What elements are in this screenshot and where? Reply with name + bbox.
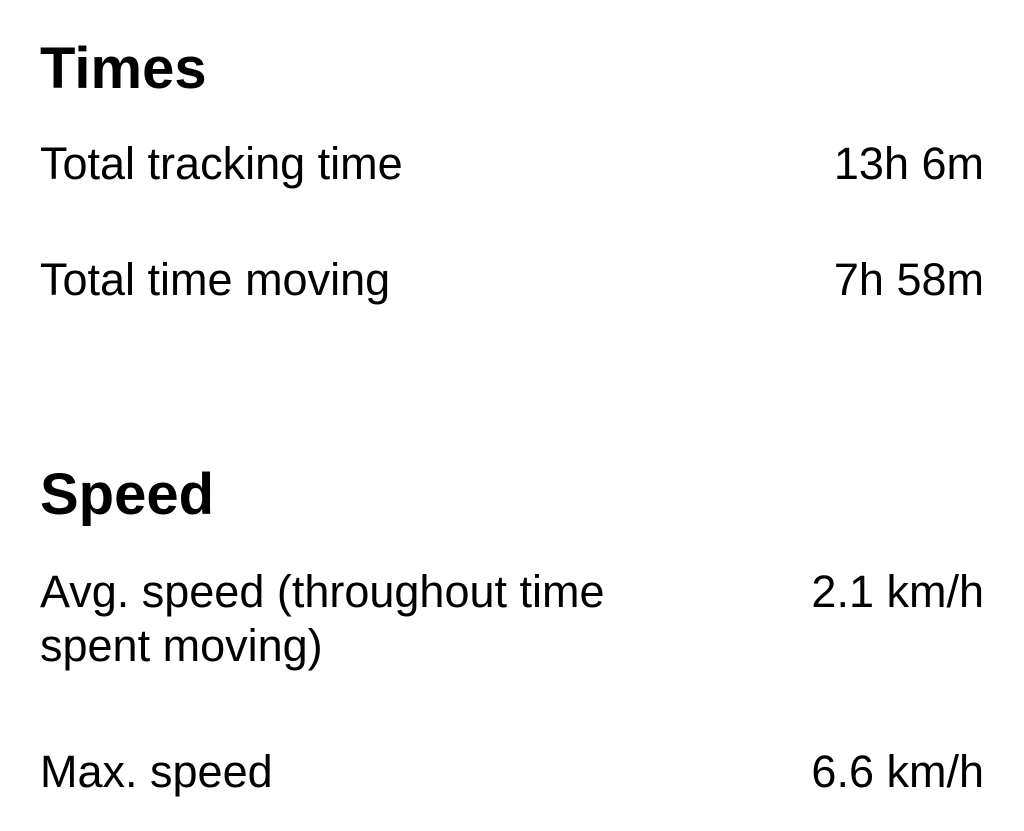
stat-label: Total tracking time xyxy=(40,138,403,189)
section-title-times: Times xyxy=(40,36,207,101)
stat-value: 2.1 km/h xyxy=(811,566,984,617)
stat-label: Avg. speed (throughout time spent moving… xyxy=(40,566,605,671)
stat-row-avg-speed: Avg. speed (throughout time spent moving… xyxy=(40,565,984,673)
section-title-speed: Speed xyxy=(40,462,215,527)
stat-row-total-tracking-time: Total tracking time 13h 6m xyxy=(40,137,984,191)
stat-value: 6.6 km/h xyxy=(811,746,984,797)
stat-row-total-time-moving: Total time moving 7h 58m xyxy=(40,253,984,307)
stat-value: 7h 58m xyxy=(833,254,984,305)
stat-value: 13h 6m xyxy=(833,138,984,189)
stat-label: Max. speed xyxy=(40,746,273,797)
stat-row-max-speed: Max. speed 6.6 km/h xyxy=(40,745,984,799)
stat-label: Total time moving xyxy=(40,254,391,305)
